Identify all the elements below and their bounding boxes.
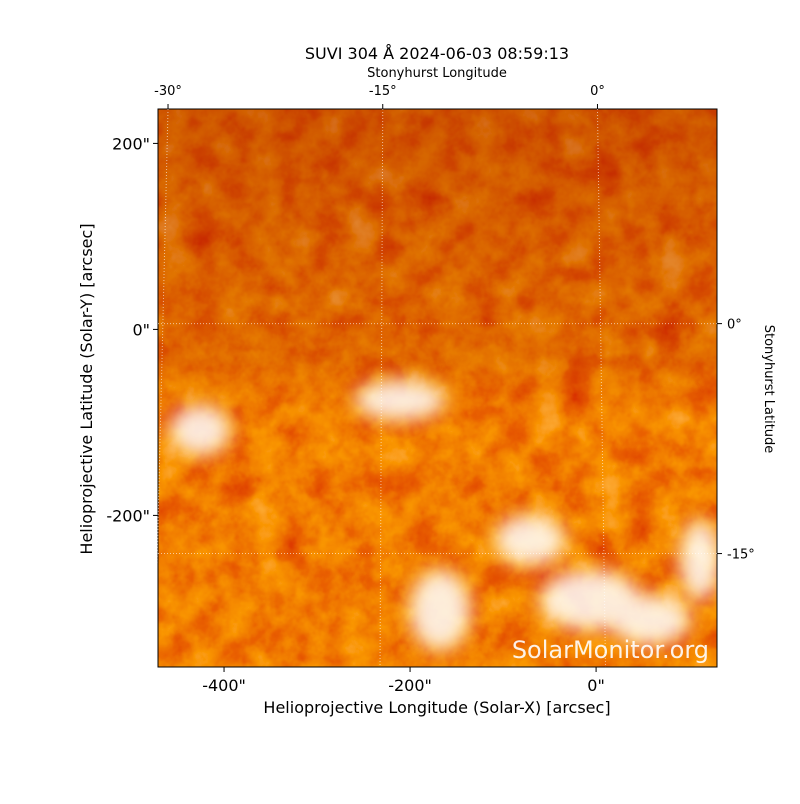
- grid-line: [154, 108, 169, 668]
- watermark: SolarMonitor.org: [512, 636, 709, 664]
- x-tick-label: -200": [388, 676, 432, 695]
- y-tick-label: -200": [106, 506, 150, 525]
- grid-line: [596, 108, 606, 668]
- solar-image: [158, 109, 717, 667]
- x-tick-label: -400": [202, 676, 246, 695]
- x2-tick-label: -15°: [369, 84, 397, 99]
- x-axis-label: Helioprojective Longitude (Solar-X) [arc…: [263, 698, 610, 717]
- grid-line: [379, 108, 384, 668]
- x2-axis-label: Stonyhurst Longitude: [367, 66, 507, 81]
- x-tick-label: 0": [587, 676, 605, 695]
- x2-tick-label: 0°: [590, 84, 605, 99]
- y2-axis-label: Stonyhurst Latitude: [761, 325, 776, 454]
- y2-tick-label: -15°: [727, 548, 755, 563]
- plot-frame: [157, 108, 718, 668]
- y2-tick-label: 0°: [727, 318, 742, 333]
- x2-tick-label: -30°: [154, 84, 182, 99]
- y-tick-label: 0": [132, 320, 150, 339]
- y-tick-label: 200": [112, 134, 150, 153]
- chart-title: SUVI 304 Å 2024-06-03 08:59:13: [305, 44, 569, 63]
- y-axis-label: Helioprojective Latitude (Solar-Y) [arcs…: [77, 223, 96, 554]
